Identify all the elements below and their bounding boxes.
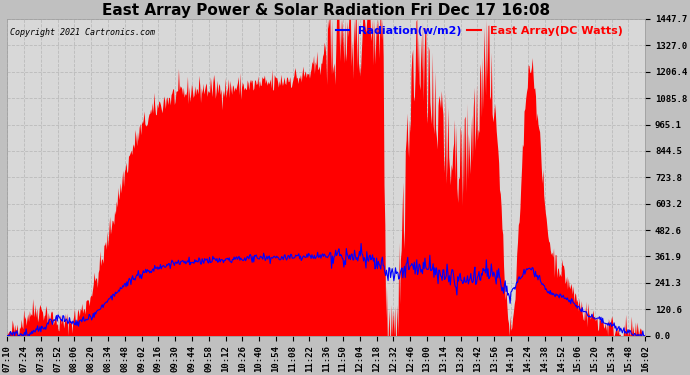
Legend: Radiation(w/m2), East Array(DC Watts): Radiation(w/m2), East Array(DC Watts) bbox=[332, 21, 627, 40]
Title: East Array Power & Solar Radiation Fri Dec 17 16:08: East Array Power & Solar Radiation Fri D… bbox=[102, 3, 551, 18]
Text: Copyright 2021 Cartronics.com: Copyright 2021 Cartronics.com bbox=[10, 28, 155, 38]
